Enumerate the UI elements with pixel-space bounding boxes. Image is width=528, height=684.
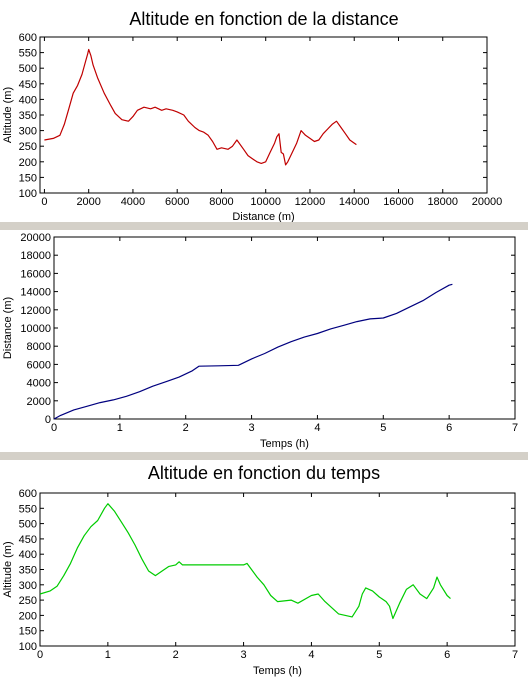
- x-tick-label: 2: [173, 649, 179, 661]
- x-tick-label: 7: [512, 649, 518, 661]
- y-tick-label: 0: [45, 414, 51, 426]
- x-tick-label: 10000: [250, 196, 281, 208]
- y-tick-label: 250: [19, 595, 37, 607]
- x-tick-label: 7: [512, 422, 518, 434]
- y-tick-label: 600: [19, 32, 37, 44]
- y-tick-label: 250: [19, 141, 37, 153]
- x-tick-label: 2000: [76, 196, 100, 208]
- y-tick-label: 350: [19, 565, 37, 577]
- chart-panel-altitude-time: Altitude en fonction du temps 0 1 2 3 4 5 6 7 100…: [0, 460, 528, 684]
- x-tick-label: 0: [51, 422, 57, 434]
- x-tick-label: 8000: [209, 196, 233, 208]
- plot-frame: [39, 492, 516, 647]
- y-tick-label: 200: [19, 610, 37, 622]
- chart-panel-altitude-distance: Altitude en fonction de la distance 0 2000…: [0, 0, 528, 222]
- x-tick-label: 5: [380, 422, 386, 434]
- x-axis-label: Distance (m): [232, 211, 294, 222]
- y-tick-label: 16000: [20, 268, 51, 280]
- y-tick-label: 500: [19, 63, 37, 75]
- y-axis-label: Altitude (m): [2, 87, 14, 143]
- y-tick-label: 600: [19, 488, 37, 500]
- x-tick-label: 1: [117, 422, 123, 434]
- x-tick-label: 1: [105, 649, 111, 661]
- y-tick-label: 2000: [27, 396, 51, 408]
- x-tick-label: 16000: [383, 196, 414, 208]
- x-tick-label: 14000: [339, 196, 370, 208]
- y-tick-label: 400: [19, 94, 37, 106]
- x-tick-label: 0: [41, 196, 47, 208]
- y-tick-label: 10000: [20, 323, 51, 335]
- y-tick-label: 20000: [20, 232, 51, 244]
- chart-panel-distance-time: Distance en fonction du temps01234567020…: [0, 230, 528, 452]
- y-tick-label: 400: [19, 549, 37, 561]
- y-tick-label: 6000: [27, 359, 51, 371]
- x-tick-label: 2: [183, 422, 189, 434]
- plot-frame: [39, 36, 488, 194]
- chart-title: Altitude en fonction du temps: [148, 463, 380, 483]
- y-tick-label: 450: [19, 79, 37, 91]
- plot-frame: [53, 236, 516, 420]
- y-axis-label: Distance (m): [2, 297, 14, 359]
- x-tick-label: 4: [314, 422, 320, 434]
- x-tick-label: 6: [446, 422, 452, 434]
- x-tick-label: 5: [376, 649, 382, 661]
- y-tick-label: 300: [19, 126, 37, 138]
- y-tick-label: 18000: [20, 250, 51, 262]
- chart-distance-time: Distance en fonction du temps01234567020…: [2, 232, 518, 450]
- y-tick-label: 450: [19, 534, 37, 546]
- chart-title: Altitude en fonction de la distance: [129, 9, 398, 29]
- x-axis-label: Temps (h): [253, 665, 302, 677]
- y-tick-label: 150: [19, 626, 37, 638]
- x-tick-label: 20000: [472, 196, 503, 208]
- y-tick-label: 4000: [27, 378, 51, 390]
- y-tick-label: 200: [19, 157, 37, 169]
- y-tick-label: 550: [19, 503, 37, 515]
- y-tick-label: 550: [19, 48, 37, 60]
- series-line: [44, 48, 357, 166]
- chart-altitude-distance: Altitude en fonction de la distance 0 2000…: [2, 9, 503, 222]
- series-line: [39, 503, 451, 620]
- y-tick-label: 100: [19, 641, 37, 653]
- x-tick-label: 0: [37, 649, 43, 661]
- x-tick-label: 3: [241, 649, 247, 661]
- chart-altitude-time: Altitude en fonction du temps 0 1 2 3 4 5 6 7 100…: [2, 463, 518, 677]
- y-tick-label: 150: [19, 172, 37, 184]
- y-tick-label: 300: [19, 580, 37, 592]
- y-tick-label: 350: [19, 110, 37, 122]
- series-line: [53, 283, 453, 420]
- x-tick-label: 6: [444, 649, 450, 661]
- x-tick-label: 4000: [121, 196, 145, 208]
- y-tick-label: 14000: [20, 287, 51, 299]
- y-tick-label: 100: [19, 188, 37, 200]
- y-tick-label: 500: [19, 519, 37, 531]
- x-axis-label: Temps (h): [260, 438, 309, 450]
- y-tick-label: 12000: [20, 305, 51, 317]
- x-tick-label: 6000: [165, 196, 189, 208]
- x-tick-label: 12000: [295, 196, 326, 208]
- x-tick-label: 4: [308, 649, 314, 661]
- y-tick-label: 8000: [27, 341, 51, 353]
- x-tick-label: 18000: [427, 196, 458, 208]
- x-tick-label: 3: [249, 422, 255, 434]
- y-axis-label: Altitude (m): [2, 541, 14, 597]
